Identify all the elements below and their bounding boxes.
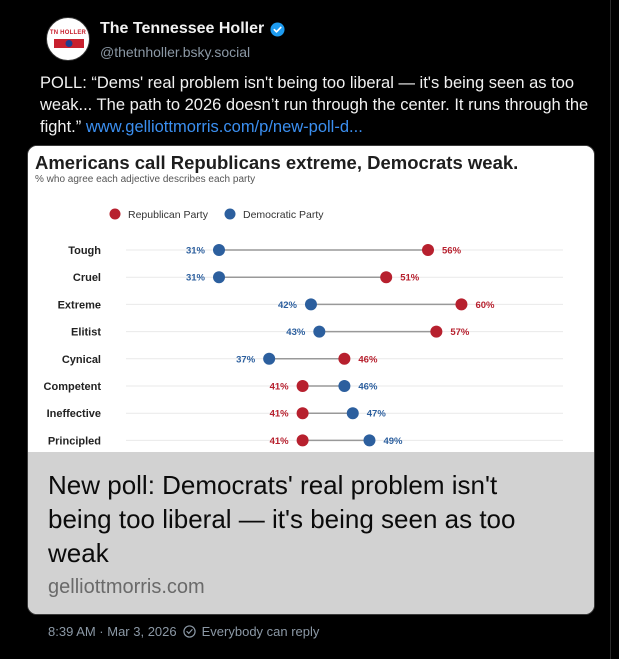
democratic-dot <box>338 380 351 392</box>
avatar[interactable]: TN HOLLER <box>46 17 90 61</box>
chart-title: Americans call Republicans extreme, Demo… <box>35 152 519 173</box>
post-meta: 8:39 AM · Mar 3, 2026 Everybody can repl… <box>48 624 319 639</box>
republican-dot <box>455 298 468 311</box>
chart-subtitle: % who agree each adjective describes eac… <box>35 174 256 185</box>
republican-value-label: 57% <box>450 327 470 338</box>
link-preview-card[interactable]: Americans call Republicans extreme, Demo… <box>27 145 595 615</box>
republican-dot <box>422 244 434 256</box>
card-chart-image: Americans call Republicans extreme, Demo… <box>28 146 594 452</box>
republican-value-label: 46% <box>358 354 378 365</box>
democratic-value-label: 47% <box>367 409 387 420</box>
category-label: Cruel <box>73 272 101 284</box>
republican-value-label: 51% <box>400 273 420 284</box>
democratic-dot <box>313 325 326 338</box>
democratic-dot <box>363 434 376 447</box>
democratic-value-label: 42% <box>278 300 298 311</box>
card-footer[interactable]: New poll: Democrats' real problem isn't … <box>28 452 594 614</box>
republican-dot <box>380 271 393 284</box>
democratic-value-label: 31% <box>186 246 206 257</box>
democratic-dot <box>263 352 276 365</box>
democratic-value-label: 46% <box>358 382 378 393</box>
post-link[interactable]: www.gelliottmorris.com/p/new-poll-d... <box>85 118 363 136</box>
republican-dot <box>296 407 309 420</box>
tennessee-flag-icon <box>54 37 84 48</box>
category-label: Extreme <box>58 299 101 311</box>
democratic-dot <box>213 244 225 256</box>
democratic-value-label: 43% <box>286 327 306 338</box>
republican-value-label: 41% <box>270 436 290 447</box>
verified-badge-icon <box>270 21 285 37</box>
legend-democratic-dot <box>224 208 236 220</box>
category-label: Principled <box>48 435 101 447</box>
author-display-name[interactable]: The Tennessee Holler <box>100 20 285 38</box>
dot-chart: Republican Party Democratic Party Tough 31%… <box>44 208 563 447</box>
democratic-dot <box>304 298 317 311</box>
republican-value-label: 56% <box>442 246 462 257</box>
category-label: Competent <box>44 381 102 393</box>
democratic-value-label: 37% <box>236 354 256 365</box>
category-label: Ineffective <box>47 408 101 420</box>
timestamp[interactable]: 8:39 AM · Mar 3, 2026 <box>48 624 177 639</box>
category-label: Tough <box>68 245 101 257</box>
republican-value-label: 60% <box>475 300 495 311</box>
legend-democratic-label: Democratic Party <box>243 209 324 221</box>
republican-value-label: 41% <box>270 409 290 420</box>
avatar-logo-text: TN HOLLER <box>49 30 87 36</box>
democratic-dot <box>346 407 359 420</box>
republican-dot <box>296 380 309 392</box>
reply-settings-icon <box>182 625 196 638</box>
column-divider <box>610 0 611 659</box>
card-domain: gelliottmorris.com <box>48 576 205 598</box>
legend-republican-dot <box>109 208 121 220</box>
post-body: POLL: “Dems' real problem isn't being to… <box>40 74 589 136</box>
republican-dot <box>296 434 309 447</box>
democratic-value-label: 49% <box>383 436 403 447</box>
democratic-dot <box>213 271 225 284</box>
republican-dot <box>338 352 351 365</box>
category-label: Elitist <box>71 327 101 339</box>
democratic-value-label: 31% <box>186 273 206 284</box>
card-headline[interactable]: New poll: Democrats' real problem isn't … <box>48 470 516 568</box>
post-text: POLL: “Dems' real problem isn't being to… <box>40 72 600 138</box>
reply-setting: Everybody can reply <box>201 624 320 639</box>
category-label: Cynical <box>62 354 101 366</box>
legend-republican-label: Republican Party <box>128 209 209 221</box>
display-name-text[interactable]: The Tennessee Holler <box>100 20 265 37</box>
author-handle[interactable]: @thetnholler.bsky.social <box>100 44 251 60</box>
republican-dot <box>430 325 443 338</box>
republican-value-label: 41% <box>270 382 290 393</box>
